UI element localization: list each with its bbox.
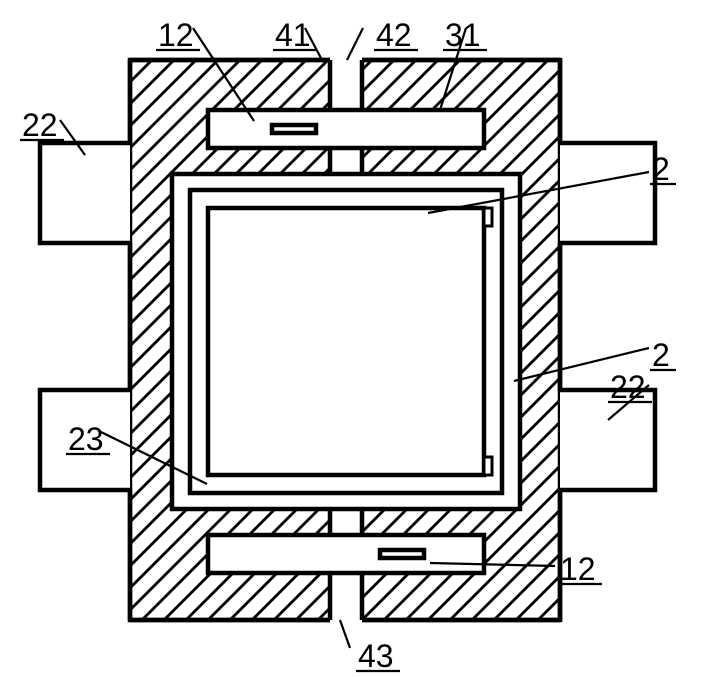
ref-label-L22b: 22 [610, 369, 646, 405]
ref-label-L41: 41 [275, 17, 311, 53]
leader-L43 [340, 620, 350, 648]
bottom-collar [380, 550, 424, 558]
ref-label-L2: 2 [652, 151, 670, 187]
ref-label-L42: 42 [376, 17, 412, 53]
top-collar [272, 125, 316, 133]
frame-outer [190, 190, 502, 493]
diagram-shapes [40, 57, 655, 623]
ref-label-L12a: 12 [158, 17, 194, 53]
ref-label-L23: 23 [68, 421, 104, 457]
frame-tang-0 [484, 208, 492, 226]
engineering-cross-section: 12414231222232221243 [0, 0, 711, 677]
ref-label-L31: 31 [445, 17, 481, 53]
ref-label-L22c: 2 [652, 337, 670, 373]
ref-label-L43: 43 [358, 638, 394, 674]
bottom-slot [208, 535, 484, 573]
ref-label-L22a: 22 [22, 107, 58, 143]
ref-label-L12b: 12 [560, 551, 596, 587]
frame-tang-1 [484, 457, 492, 475]
leader-L42 [347, 28, 363, 60]
